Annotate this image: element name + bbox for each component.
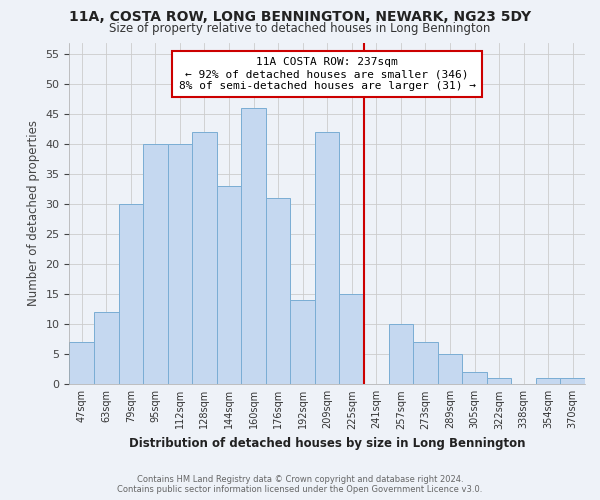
Text: Contains HM Land Registry data © Crown copyright and database right 2024.
Contai: Contains HM Land Registry data © Crown c… [118,474,482,494]
Bar [437,354,462,384]
X-axis label: Distribution of detached houses by size in Long Bennington: Distribution of detached houses by size … [129,437,526,450]
Text: Size of property relative to detached houses in Long Bennington: Size of property relative to detached ho… [109,22,491,35]
Bar [266,198,290,384]
Bar [389,324,413,384]
Bar [487,378,511,384]
Bar [462,372,487,384]
Bar [413,342,437,384]
Text: 11A, COSTA ROW, LONG BENNINGTON, NEWARK, NG23 5DY: 11A, COSTA ROW, LONG BENNINGTON, NEWARK,… [69,10,531,24]
Bar [167,144,192,384]
Bar [536,378,560,384]
Bar [217,186,241,384]
Bar [241,108,266,384]
Bar [315,132,340,384]
Bar [290,300,315,384]
Bar [192,132,217,384]
Bar [560,378,585,384]
Bar [70,342,94,384]
Text: 11A COSTA ROW: 237sqm
← 92% of detached houses are smaller (346)
8% of semi-deta: 11A COSTA ROW: 237sqm ← 92% of detached … [179,58,476,90]
Bar [340,294,364,384]
Y-axis label: Number of detached properties: Number of detached properties [27,120,40,306]
Bar [143,144,167,384]
Bar [94,312,119,384]
Bar [119,204,143,384]
